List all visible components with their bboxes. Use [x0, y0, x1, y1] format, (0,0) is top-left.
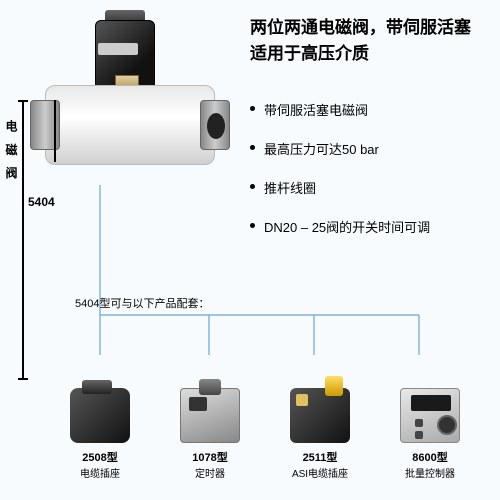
feature-item: 推杆线圈 — [250, 178, 430, 197]
compatibility-note: 5404型可与以下产品配套： — [75, 295, 209, 311]
model-number-side: 5404 — [28, 195, 55, 209]
main-product-image — [30, 15, 230, 185]
product-image — [290, 388, 350, 443]
valve-right-port — [200, 100, 230, 150]
product-model: 2508型 — [82, 449, 117, 465]
product-1078: 1078型 定时器 — [165, 388, 255, 480]
side-bracket — [22, 100, 24, 380]
feature-item: DN20 – 25阀的开关时间可调 — [250, 217, 430, 236]
product-image — [180, 388, 240, 443]
product-desc: 批量控制器 — [405, 465, 455, 480]
feature-list: 带伺服活塞电磁阀 最高压力可达50 bar 推杆线圈 DN20 – 25阀的开关… — [250, 100, 430, 256]
product-desc: 定时器 — [195, 465, 225, 480]
product-model: 1078型 — [192, 449, 227, 465]
heading-line2: 适用于高压介质 — [250, 41, 471, 67]
product-model: 8600型 — [412, 449, 447, 465]
product-image — [400, 388, 460, 443]
valve-body — [45, 85, 215, 165]
feature-item: 带伺服活塞电磁阀 — [250, 100, 430, 119]
product-2511: 2511型 ASI电缆插座 — [275, 388, 365, 480]
product-image — [70, 388, 130, 443]
product-desc: 电缆插座 — [80, 465, 120, 480]
coil-label-plate — [98, 43, 138, 55]
feature-item: 最高压力可达50 bar — [250, 139, 430, 158]
product-8600: 8600型 批量控制器 — [385, 388, 475, 480]
heading: 两位两通电磁阀，带伺服活塞 适用于高压介质 — [250, 15, 471, 66]
heading-line1: 两位两通电磁阀，带伺服活塞 — [250, 15, 471, 41]
product-model: 2511型 — [303, 449, 338, 465]
product-desc: ASI电缆插座 — [292, 465, 348, 480]
vertical-separator — [54, 100, 56, 162]
product-2508: 2508型 电缆插座 — [55, 388, 145, 480]
compatible-products: 2508型 电缆插座 1078型 定时器 2511型 ASI电缆插座 8600型… — [55, 388, 475, 480]
category-label: 电 磁 阀 — [3, 120, 20, 183]
